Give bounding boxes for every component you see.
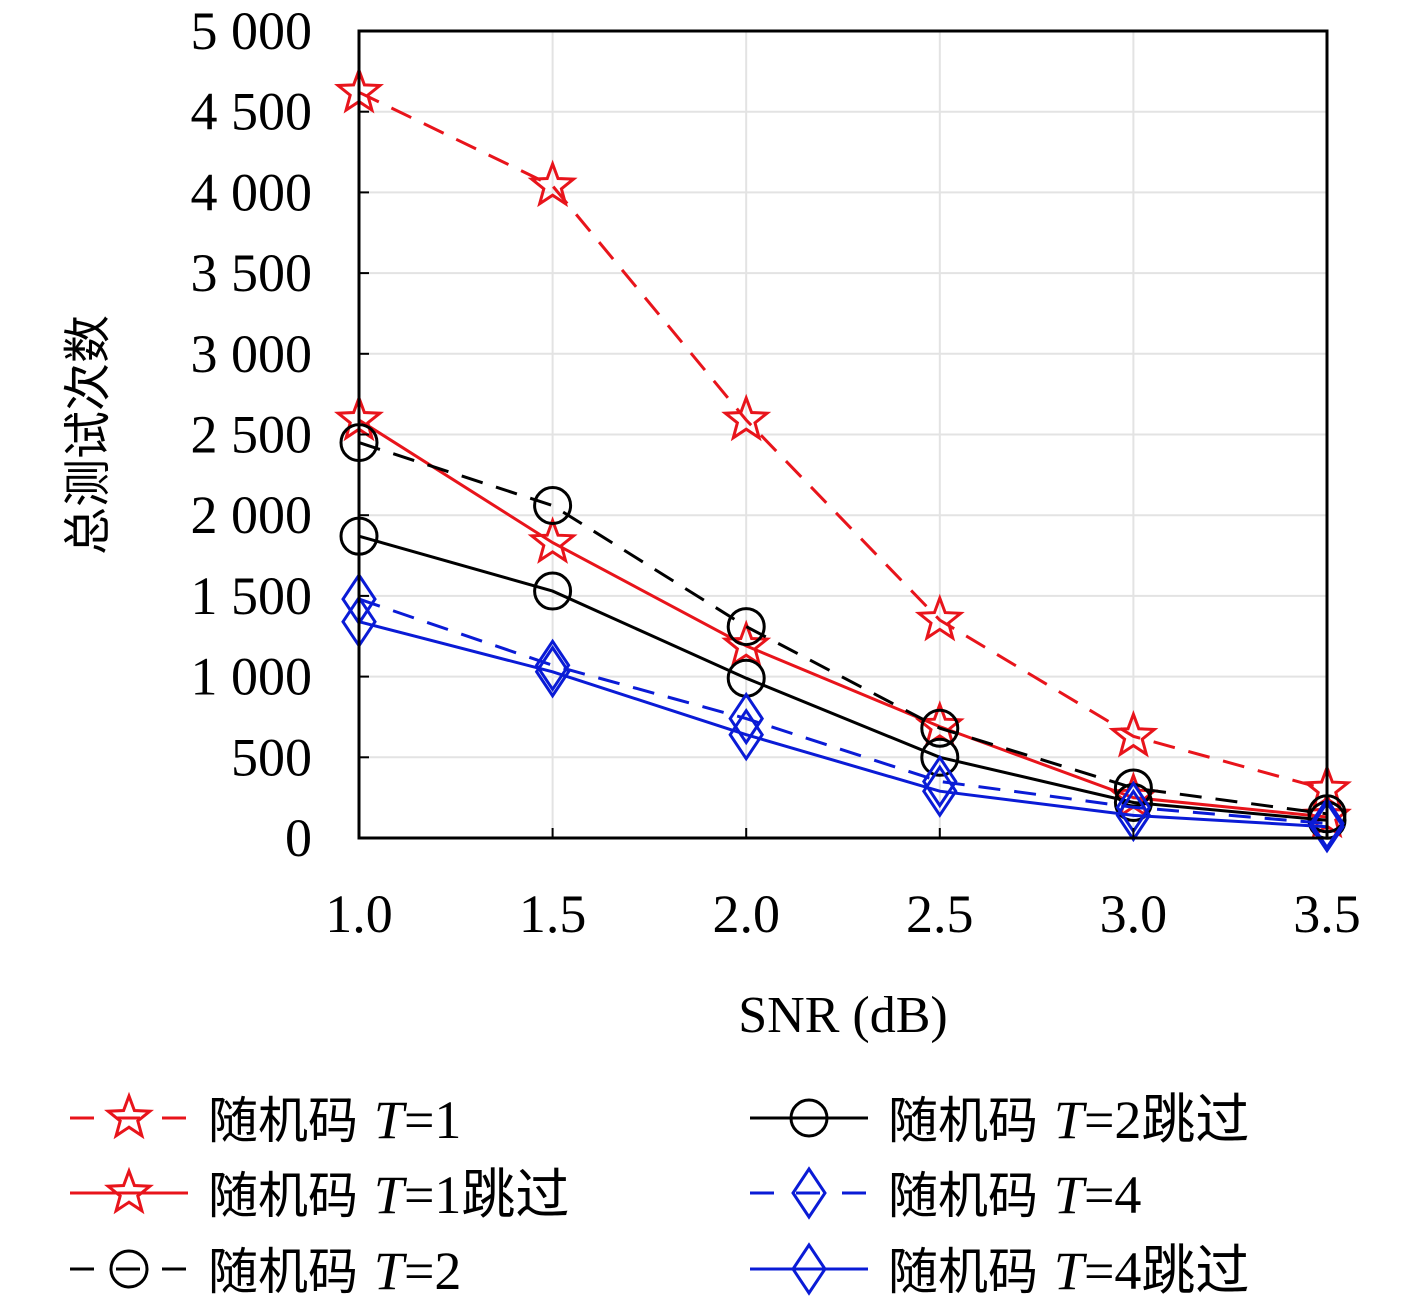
legend-star-marker <box>104 1166 154 1215</box>
series-2 <box>334 393 1352 839</box>
y-tick-label: 4 000 <box>191 162 313 222</box>
legend-item: 随机码 T=4跳过 <box>750 1241 1249 1301</box>
star-marker <box>721 619 772 668</box>
diamond-marker <box>728 691 765 746</box>
legend-circle-marker <box>109 1249 149 1289</box>
x-tick-label: 2.0 <box>712 884 780 944</box>
legend-item: 随机码 T=1跳过 <box>70 1165 569 1225</box>
series-line <box>358 441 1328 816</box>
series-line <box>358 90 1328 792</box>
y-tick-label: 5 000 <box>191 1 313 61</box>
x-axis-ticks: 1.0 1.5 2.0 2.5 3.0 3.5 <box>325 828 1361 944</box>
diamond-marker <box>534 645 571 699</box>
circle-marker <box>726 607 766 647</box>
series-lines <box>334 65 1352 854</box>
legend-item: 随机码 T=2 <box>70 1241 461 1301</box>
y-axis-ticks: 0 500 1 000 1 500 2 000 2 500 3 000 3 500 4 000 4… <box>191 1 369 868</box>
legend-label: 随机码 T=1跳过 <box>208 1165 569 1225</box>
legend-item: 随机码 T=2跳过 <box>750 1090 1249 1150</box>
legend-circle-marker <box>789 1098 829 1138</box>
x-tick-label: 3.0 <box>1100 884 1168 944</box>
legend-diamond-marker <box>791 1242 827 1296</box>
legend-label: 随机码 T=2跳过 <box>888 1090 1249 1150</box>
legend-diamond-marker <box>791 1166 827 1220</box>
legend-label: 随机码 T=2 <box>208 1241 461 1301</box>
star-marker <box>721 393 772 442</box>
series-1 <box>334 65 1352 811</box>
series-line <box>358 418 1328 819</box>
legend-star-marker <box>104 1091 154 1140</box>
diamond-marker <box>534 638 571 693</box>
star-marker <box>527 516 578 564</box>
diamond-marker <box>1309 796 1345 851</box>
y-axis-label: 总测试次数 <box>60 315 116 555</box>
legend-item: 随机码 T=4 <box>750 1165 1141 1225</box>
y-tick-label: 1 500 <box>191 566 313 626</box>
star-marker <box>914 593 965 642</box>
series-line <box>358 534 1328 822</box>
x-tick-label: 3.5 <box>1293 884 1361 944</box>
legend-label: 随机码 T=4跳过 <box>888 1241 1249 1301</box>
x-tick-label: 2.5 <box>906 884 974 944</box>
y-tick-label: 3 500 <box>191 243 313 303</box>
y-tick-label: 2 000 <box>191 485 313 545</box>
legend-label: 随机码 T=4 <box>888 1165 1141 1225</box>
x-tick-label: 1.5 <box>519 884 587 944</box>
star-marker <box>527 159 578 208</box>
y-tick-label: 500 <box>231 727 312 787</box>
legend-label: 随机码 T=1 <box>208 1090 461 1150</box>
legend-item: 随机码 T=1 <box>70 1090 461 1150</box>
diamond-marker <box>728 707 765 762</box>
circle-marker <box>920 737 960 777</box>
x-axis-label: SNR (dB) <box>738 987 947 1044</box>
y-tick-label: 0 <box>285 808 312 868</box>
circle-marker <box>920 708 960 748</box>
y-tick-label: 4 500 <box>191 82 313 142</box>
series-line <box>358 620 1328 829</box>
y-tick-label: 3 000 <box>191 324 313 384</box>
x-tick-label: 1.0 <box>325 884 393 944</box>
series-3 <box>339 423 1347 834</box>
circle-marker <box>533 571 573 611</box>
y-tick-label: 1 000 <box>191 647 313 707</box>
diamond-marker <box>1309 799 1345 854</box>
y-tick-label: 2 500 <box>191 405 313 465</box>
diamond-marker <box>921 764 958 818</box>
diamond-marker <box>921 754 958 809</box>
series-line <box>358 597 1328 825</box>
star-marker <box>1108 710 1159 758</box>
circle-marker <box>533 486 573 526</box>
